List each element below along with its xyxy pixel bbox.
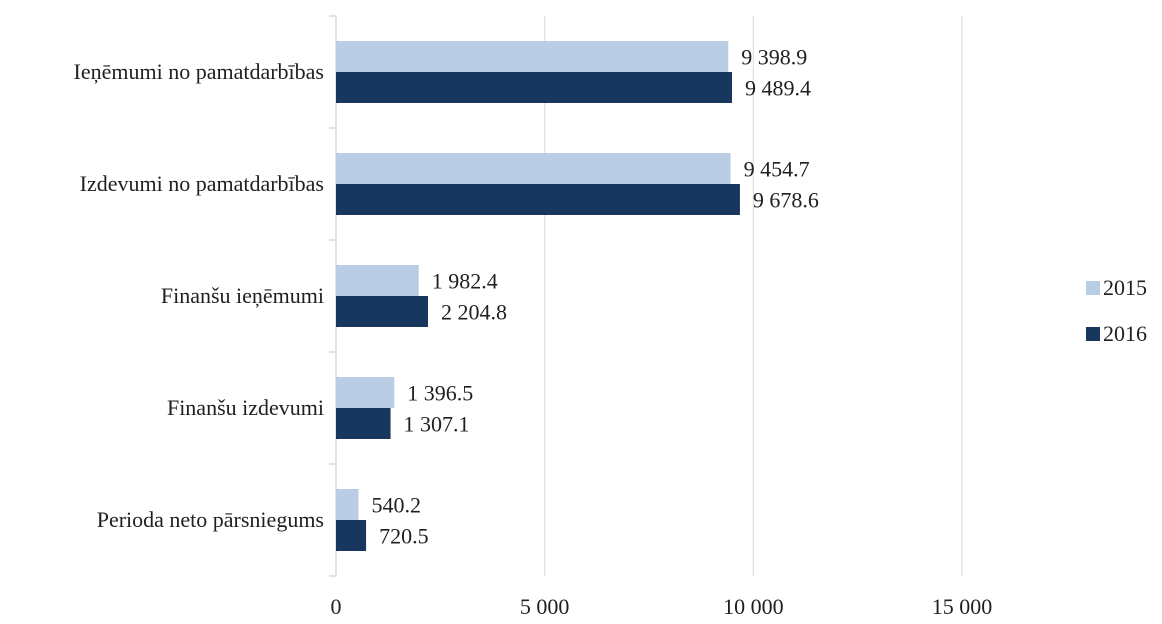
category-label: Perioda neto pārsniegums — [97, 507, 324, 532]
x-tick-label: 10 000 — [723, 594, 784, 619]
x-tick-label: 15 000 — [932, 594, 993, 619]
bar-2016 — [336, 184, 740, 215]
bar-2016 — [336, 520, 367, 551]
bar-2015 — [336, 377, 395, 408]
data-label: 1 982.4 — [432, 269, 498, 294]
data-label: 9 678.6 — [753, 188, 819, 213]
labels: 9 398.9 9 489.4 9 454.7 9 678.6 1 982.4 2 204… — [372, 45, 819, 549]
legend-label: 2015 — [1103, 275, 1147, 300]
category-label: Finanšu ieņēmumi — [161, 283, 324, 308]
data-label: 540.2 — [372, 493, 422, 518]
data-label: 9 398.9 — [741, 45, 807, 70]
data-label: 2 204.8 — [441, 300, 507, 325]
bar-2015 — [336, 489, 359, 520]
data-label: 9 489.4 — [745, 76, 811, 101]
data-label: 1 307.1 — [404, 412, 470, 437]
x-tick-label: 0 — [331, 594, 342, 619]
legend-label: 2016 — [1103, 321, 1147, 346]
bar-2016 — [336, 408, 391, 439]
bars — [336, 41, 740, 551]
data-label: 1 396.5 — [407, 381, 473, 406]
category-label: Finanšu izdevumi — [167, 395, 324, 420]
data-label: 9 454.7 — [744, 157, 810, 182]
data-label: 720.5 — [379, 524, 429, 549]
axes: 0 5 000 10 000 15 000 Ieņēmumi no pamatdarbī… — [74, 15, 993, 619]
bar-2016 — [336, 296, 429, 327]
legend-swatch — [1086, 281, 1100, 295]
category-label: Izdevumi no pamatdarbības — [80, 171, 324, 196]
x-tick-label: 5 000 — [520, 594, 570, 619]
legend-swatch — [1086, 327, 1100, 341]
bar-2015 — [336, 265, 419, 296]
bar-2015 — [336, 41, 729, 72]
gridlines — [544, 16, 963, 576]
category-label: Ieņēmumi no pamatdarbības — [74, 59, 324, 84]
legend: 2015 2016 — [1086, 275, 1147, 346]
bar-2015 — [336, 153, 731, 184]
bar-2016 — [336, 72, 733, 103]
